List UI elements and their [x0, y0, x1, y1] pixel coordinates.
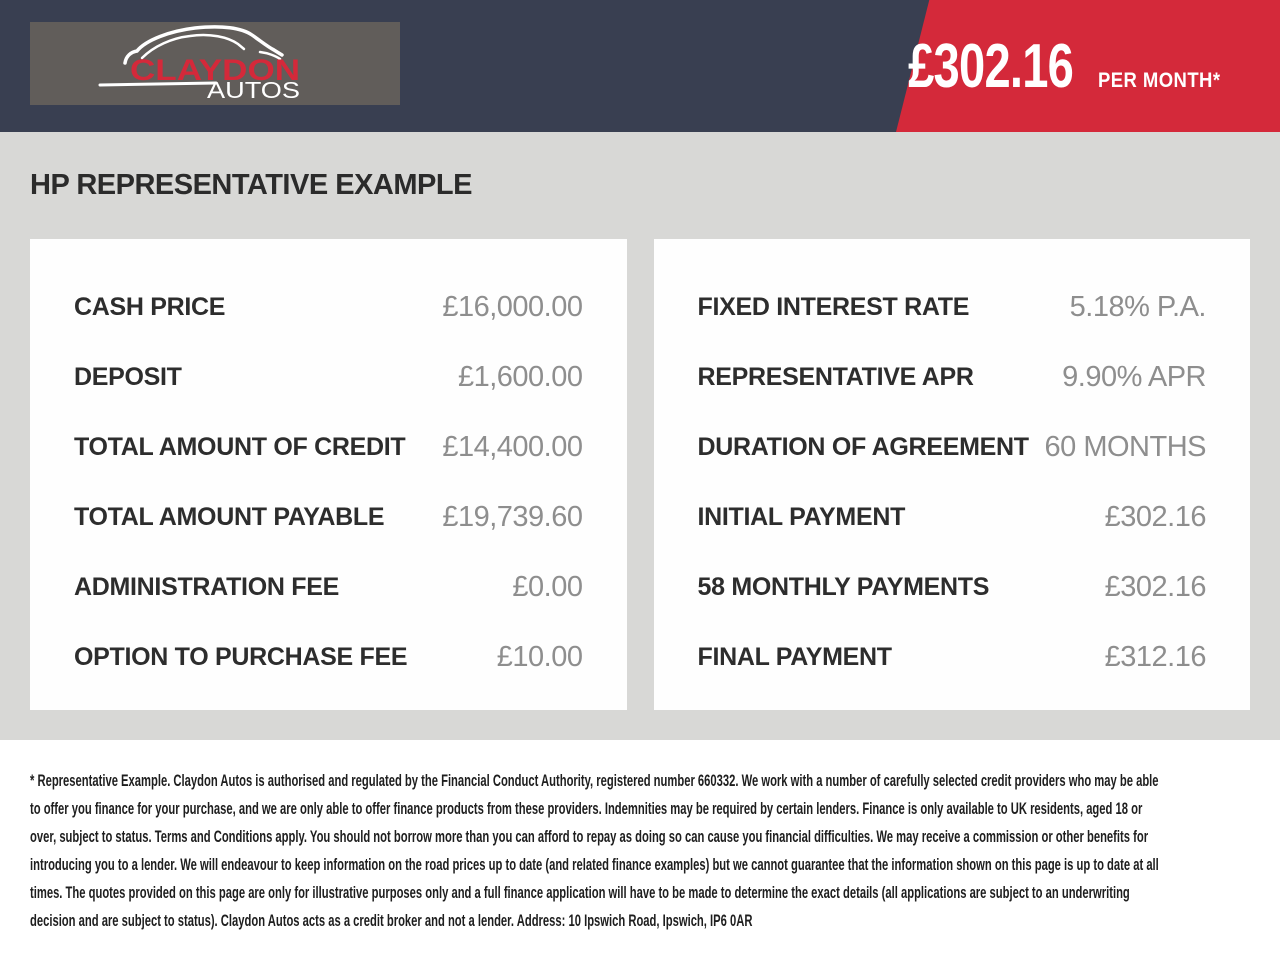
red-price-banner: [896, 0, 1280, 132]
row-value: 5.18% P.A.: [1069, 290, 1207, 323]
row-label: INITIAL PAYMENT: [697, 502, 906, 531]
monthly-price-suffix: PER MONTH*: [1097, 68, 1221, 92]
row-option-to-purchase-fee: OPTION TO PURCHASE FEE £10.00: [74, 622, 583, 692]
row-label: REPRESENTATIVE APR: [697, 362, 974, 391]
row-fixed-interest-rate: FIXED INTEREST RATE 5.18% P.A.: [698, 272, 1207, 342]
dealer-logo-graphic: CLAYDON AUTOS: [98, 25, 300, 103]
finance-panel-right: FIXED INTEREST RATE 5.18% P.A. REPRESENT…: [653, 239, 1250, 710]
row-label: CASH PRICE: [74, 292, 226, 321]
row-administration-fee: ADMINISTRATION FEE £0.00: [74, 552, 583, 622]
row-value: 9.90% APR: [1062, 360, 1206, 393]
row-label: FINAL PAYMENT: [697, 642, 893, 671]
row-duration-of-agreement: DURATION OF AGREEMENT 60 MONTHS: [698, 412, 1207, 482]
row-value: £10.00: [496, 640, 583, 673]
row-label: FIXED INTEREST RATE: [697, 292, 970, 321]
finance-example-body: HP REPRESENTATIVE EXAMPLE CASH PRICE £16…: [0, 132, 1280, 740]
row-label: OPTION TO PURCHASE FEE: [74, 642, 408, 671]
finance-panel-left: CASH PRICE £16,000.00 DEPOSIT £1,600.00 …: [30, 239, 627, 710]
row-value: £302.16: [1104, 500, 1207, 533]
monthly-price-block: £302.16 PER MONTH*: [856, 0, 1237, 132]
row-value: £19,739.60: [442, 500, 583, 533]
legal-disclaimer: * Representative Example. Claydon Autos …: [30, 771, 1159, 930]
row-label: DURATION OF AGREEMENT: [697, 432, 1030, 461]
logo-brand-text: CLAYDON: [130, 54, 300, 87]
dealer-logo: CLAYDON AUTOS: [30, 22, 400, 105]
row-value: 60 MONTHS: [1044, 430, 1207, 463]
monthly-price: £302.16: [907, 31, 1074, 101]
logo-swoosh: [98, 81, 218, 87]
legal-footer: * Representative Example. Claydon Autos …: [0, 740, 1280, 960]
row-label: 58 MONTHLY PAYMENTS: [697, 572, 990, 601]
row-initial-payment: INITIAL PAYMENT £302.16: [698, 482, 1207, 552]
finance-panels: CASH PRICE £16,000.00 DEPOSIT £1,600.00 …: [30, 239, 1250, 710]
row-label: DEPOSIT: [74, 362, 182, 391]
row-deposit: DEPOSIT £1,600.00: [74, 342, 583, 412]
row-total-amount-of-credit: TOTAL AMOUNT OF CREDIT £14,400.00: [74, 412, 583, 482]
car-silhouette-icon: [123, 25, 284, 65]
row-value: £1,600.00: [457, 360, 583, 393]
row-total-amount-payable: TOTAL AMOUNT PAYABLE £19,739.60: [74, 482, 583, 552]
row-label: ADMINISTRATION FEE: [74, 572, 339, 601]
row-final-payment: FINAL PAYMENT £312.16: [698, 622, 1207, 692]
header: CLAYDON AUTOS £302.16 PER MONTH*: [0, 0, 1280, 132]
row-cash-price: CASH PRICE £16,000.00: [74, 272, 583, 342]
row-monthly-payments: 58 MONTHLY PAYMENTS £302.16: [698, 552, 1207, 622]
row-value: £0.00: [512, 570, 583, 603]
row-label: TOTAL AMOUNT OF CREDIT: [74, 432, 406, 461]
row-label: TOTAL AMOUNT PAYABLE: [74, 502, 385, 531]
logo-sub-text: AUTOS: [207, 77, 300, 103]
row-value: £302.16: [1104, 570, 1207, 603]
row-value: £14,400.00: [442, 430, 583, 463]
row-representative-apr: REPRESENTATIVE APR 9.90% APR: [698, 342, 1207, 412]
row-value: £16,000.00: [442, 290, 583, 323]
row-value: £312.16: [1104, 640, 1207, 673]
page-title: HP REPRESENTATIVE EXAMPLE: [30, 169, 472, 201]
